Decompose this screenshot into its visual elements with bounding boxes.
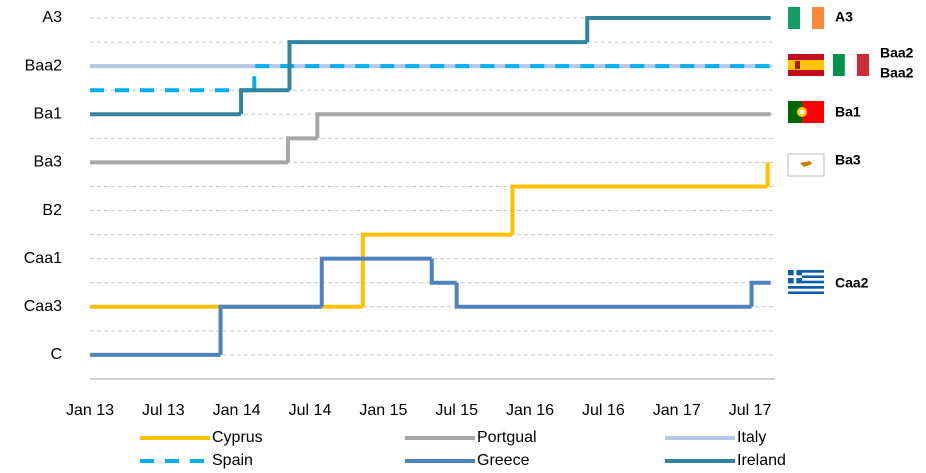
- step-segment: [319, 256, 432, 307]
- legend-label: Portgual: [477, 429, 537, 446]
- annotation: Ba1: [835, 104, 861, 120]
- annotation: A3: [835, 9, 853, 25]
- step-segment: [252, 64, 771, 91]
- flags: [787, 7, 869, 294]
- x-tick-label: Jul 13: [142, 402, 185, 419]
- legend-label: Spain: [212, 452, 253, 469]
- step-segment: [287, 40, 588, 91]
- series-line: [90, 16, 771, 117]
- annotation: Baa2: [880, 65, 914, 81]
- series-line: [90, 64, 771, 93]
- annotation: Baa2: [880, 45, 914, 61]
- x-tick-label: Jan 17: [653, 402, 701, 419]
- flag-portugal: [788, 101, 824, 123]
- step-segment: [585, 16, 771, 43]
- step-segment: [510, 184, 768, 235]
- step-segment: [315, 112, 771, 139]
- step-segment: [454, 282, 752, 309]
- step-segment: [218, 304, 322, 355]
- flag-cyprus: [787, 153, 825, 177]
- x-tick-label: Jan 16: [506, 402, 554, 419]
- flag-greece: [788, 270, 824, 294]
- y-tick-label: Ba1: [34, 105, 63, 122]
- x-tick-label: Jan 14: [213, 402, 261, 419]
- y-tick-label: B2: [42, 202, 62, 219]
- flag-ireland: [788, 7, 824, 29]
- step-segment: [429, 258, 457, 285]
- flag-italy: [833, 53, 869, 77]
- series-line: [90, 256, 771, 357]
- x-tick-label: Jan 13: [66, 402, 114, 419]
- step-segment: [286, 136, 318, 163]
- y-tick-label: Caa3: [24, 298, 62, 315]
- step-segment: [749, 280, 771, 307]
- legend-label: Italy: [737, 429, 766, 446]
- x-tick-label: Jul 14: [289, 402, 332, 419]
- annotation: Caa2: [835, 275, 869, 291]
- step-segment: [360, 232, 513, 307]
- x-tick-label: Jul 15: [435, 402, 478, 419]
- y-tick-label: Ba3: [34, 154, 63, 171]
- y-tick-label: C: [50, 346, 62, 363]
- legend-label: Greece: [477, 452, 530, 469]
- legend-label: Cyprus: [212, 429, 263, 446]
- y-tick-label: A3: [42, 9, 62, 26]
- x-tick-label: Jan 15: [359, 402, 407, 419]
- y-tick-label: Caa1: [24, 250, 62, 267]
- series-line: [90, 112, 771, 165]
- x-tick-label: Jul 16: [582, 402, 625, 419]
- y-tick-label: Baa2: [25, 57, 62, 74]
- x-tick-label: Jul 17: [729, 402, 772, 419]
- annotation: Ba3: [835, 152, 861, 168]
- flag-spain: [788, 54, 824, 76]
- legend-label: Ireland: [737, 452, 786, 469]
- step-segment: [239, 88, 290, 115]
